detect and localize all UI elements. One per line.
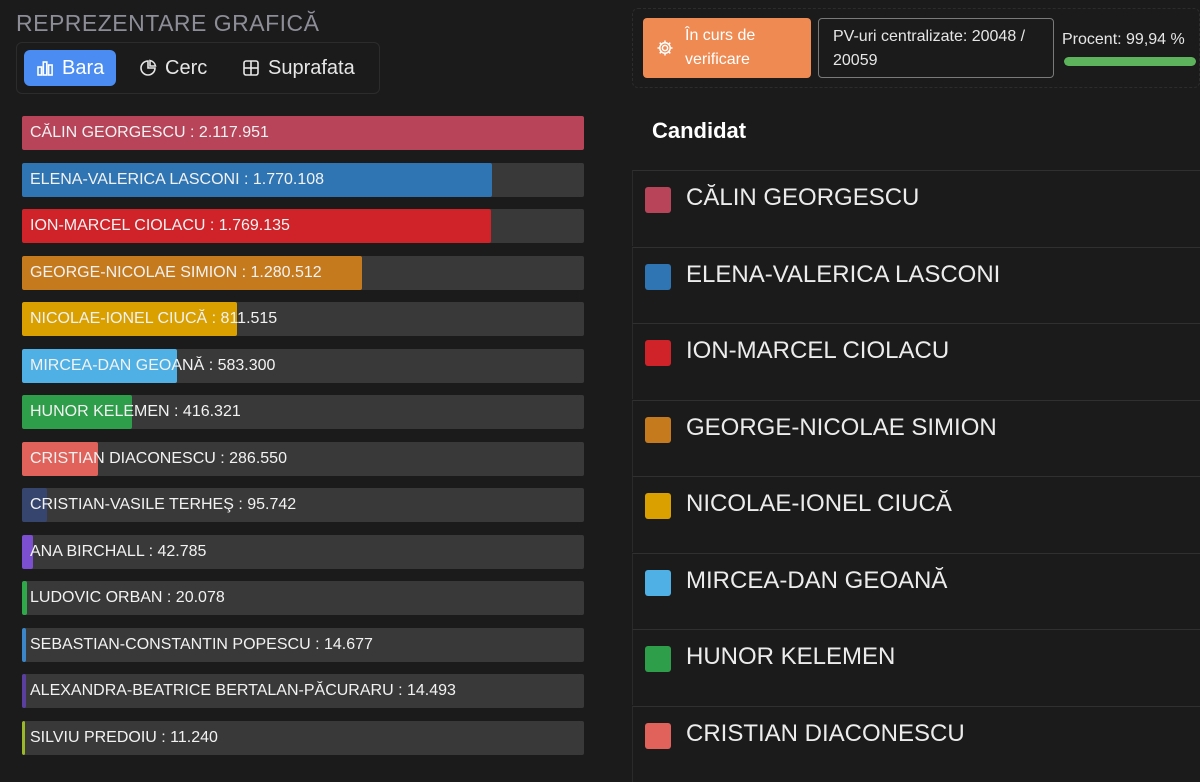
- bar-label: CRISTIAN DIACONESCU : 286.550: [30, 450, 287, 467]
- color-swatch: [645, 340, 671, 366]
- bar: [22, 628, 26, 662]
- chart-type-tabs: Bara Cerc Suprafata: [16, 42, 380, 94]
- table-header-candidate: Candidat: [652, 118, 747, 143]
- bar: [22, 302, 237, 336]
- status-box: În curs de verificare PV-uri centralizat…: [632, 8, 1200, 88]
- tab-area-label: Suprafata: [268, 56, 355, 79]
- bar-label: CĂLIN GEORGESCU : 2.117.951: [30, 124, 269, 141]
- pv-centralized-label: PV-uri centralizate: 20048 / 20059: [833, 28, 1026, 69]
- area-grid-icon: [243, 60, 259, 76]
- tab-circle-label: Cerc: [165, 56, 208, 79]
- bar: [22, 535, 33, 569]
- color-swatch: [645, 723, 671, 749]
- candidate-name: ION-MARCEL CIOLACU: [686, 337, 950, 364]
- bar-row[interactable]: CRISTIAN-VASILE TERHEŞ : 95.742: [22, 488, 584, 522]
- tab-bar-label: Bara: [62, 56, 105, 79]
- pie-chart-icon: [140, 59, 157, 76]
- candidate-name: GEORGE-NICOLAE SIMION: [686, 414, 997, 441]
- bar: [22, 256, 362, 290]
- bar-label: ION-MARCEL CIOLACU : 1.769.135: [30, 217, 290, 234]
- table-row[interactable]: CĂLIN GEORGESCU: [632, 170, 1200, 246]
- bar-label: MIRCEA-DAN GEOANĂ : 583.300: [30, 357, 276, 374]
- bar-row[interactable]: SEBASTIAN-CONSTANTIN POPESCU : 14.677: [22, 628, 584, 662]
- bar-row[interactable]: CRISTIAN DIACONESCU : 286.550: [22, 442, 584, 476]
- bar-row[interactable]: SILVIU PREDOIU : 11.240: [22, 721, 584, 755]
- bar: [22, 581, 27, 615]
- gear-icon: [657, 40, 673, 56]
- percent-label: Procent: 99,94 %: [1062, 31, 1185, 48]
- candidate-name: CRISTIAN DIACONESCU: [686, 720, 965, 747]
- bar-label: LUDOVIC ORBAN : 20.078: [30, 589, 225, 606]
- table-row[interactable]: GEORGE-NICOLAE SIMION: [632, 400, 1200, 476]
- percent-progress-bar: [1064, 57, 1196, 66]
- table-row[interactable]: MIRCEA-DAN GEOANĂ: [632, 553, 1200, 629]
- bar-label: ELENA-VALERICA LASCONI : 1.770.108: [30, 171, 325, 188]
- bar-label: SILVIU PREDOIU : 11.240: [30, 729, 218, 746]
- table-row[interactable]: HUNOR KELEMEN: [632, 629, 1200, 705]
- bar: [22, 349, 177, 383]
- bar-label: ANA BIRCHALL : 42.785: [30, 543, 207, 560]
- tab-area[interactable]: Suprafata: [230, 50, 367, 86]
- table-row[interactable]: CRISTIAN DIACONESCU: [632, 706, 1200, 782]
- pv-centralized-box: PV-uri centralizate: 20048 / 20059: [818, 18, 1054, 78]
- table-row[interactable]: ELENA-VALERICA LASCONI: [632, 247, 1200, 323]
- candidate-name: ELENA-VALERICA LASCONI: [686, 261, 1001, 288]
- bar-row[interactable]: ANA BIRCHALL : 42.785: [22, 535, 584, 569]
- bar-label: NICOLAE-IONEL CIUCĂ : 811.515: [30, 310, 278, 327]
- bar-row[interactable]: ELENA-VALERICA LASCONI : 1.770.108: [22, 163, 584, 197]
- candidate-name: NICOLAE-IONEL CIUCĂ: [686, 490, 952, 517]
- candidate-name: MIRCEA-DAN GEOANĂ: [686, 567, 948, 594]
- bar-row[interactable]: HUNOR KELEMEN : 416.321: [22, 395, 584, 429]
- chart-panel: REPREZENTARE GRAFICĂ Bara Cerc Suprafata…: [0, 0, 600, 762]
- color-swatch: [645, 417, 671, 443]
- bar-row[interactable]: ION-MARCEL CIOLACU : 1.769.135: [22, 209, 584, 243]
- bar-label: SEBASTIAN-CONSTANTIN POPESCU : 14.677: [30, 636, 373, 653]
- bar: [22, 163, 492, 197]
- bar-label: GEORGE-NICOLAE SIMION : 1.280.512: [30, 264, 322, 281]
- bar: [22, 674, 26, 708]
- table-row[interactable]: ION-MARCEL CIOLACU: [632, 323, 1200, 399]
- tab-circle[interactable]: Cerc: [127, 50, 219, 86]
- bar-label: ALEXANDRA-BEATRICE BERTALAN-PĂCURARU : 1…: [30, 682, 456, 699]
- bar: [22, 395, 132, 429]
- bar-label: CRISTIAN-VASILE TERHEŞ : 95.742: [30, 496, 297, 513]
- bar-row[interactable]: NICOLAE-IONEL CIUCĂ : 811.515: [22, 302, 584, 336]
- candidate-name: CĂLIN GEORGESCU: [686, 184, 920, 211]
- bar-chart-icon: [37, 61, 53, 76]
- bar-row[interactable]: ALEXANDRA-BEATRICE BERTALAN-PĂCURARU : 1…: [22, 674, 584, 708]
- color-swatch: [645, 187, 671, 213]
- bar: [22, 116, 584, 150]
- tab-bar[interactable]: Bara: [24, 50, 117, 86]
- table-row[interactable]: NICOLAE-IONEL CIUCĂ: [632, 476, 1200, 552]
- color-swatch: [645, 493, 671, 519]
- bar: [22, 488, 47, 522]
- color-swatch: [645, 570, 671, 596]
- color-swatch: [645, 646, 671, 672]
- bar: [22, 209, 491, 243]
- bar-row[interactable]: CĂLIN GEORGESCU : 2.117.951: [22, 116, 584, 150]
- verification-status-button[interactable]: În curs de verificare: [643, 18, 811, 78]
- bar-label: HUNOR KELEMEN : 416.321: [30, 403, 241, 420]
- bar: [22, 442, 98, 476]
- verification-status-label: În curs de verificare: [685, 27, 756, 68]
- section-title: REPREZENTARE GRAFICĂ: [16, 10, 320, 36]
- results-panel: În curs de verificare PV-uri centralizat…: [632, 0, 1200, 782]
- bar-row[interactable]: MIRCEA-DAN GEOANĂ : 583.300: [22, 349, 584, 383]
- bar: [22, 721, 25, 755]
- percent-progress-fill: [1064, 57, 1196, 66]
- color-swatch: [645, 264, 671, 290]
- bar-row[interactable]: LUDOVIC ORBAN : 20.078: [22, 581, 584, 615]
- candidate-name: HUNOR KELEMEN: [686, 643, 896, 670]
- bar-row[interactable]: GEORGE-NICOLAE SIMION : 1.280.512: [22, 256, 584, 290]
